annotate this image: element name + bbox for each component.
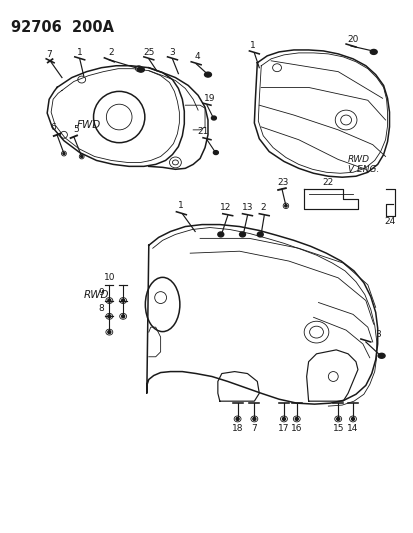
Ellipse shape	[336, 417, 339, 421]
Ellipse shape	[121, 299, 124, 302]
Ellipse shape	[294, 417, 297, 421]
Text: 18: 18	[231, 424, 243, 433]
Text: 20: 20	[347, 35, 358, 44]
Text: 5: 5	[73, 125, 78, 134]
Ellipse shape	[108, 315, 111, 318]
Text: 19: 19	[204, 94, 215, 103]
Text: 7: 7	[46, 51, 52, 59]
Text: 4: 4	[194, 52, 199, 61]
Ellipse shape	[377, 353, 384, 358]
Text: 3: 3	[169, 49, 175, 58]
Ellipse shape	[252, 417, 255, 421]
Text: 16: 16	[290, 424, 302, 433]
Text: 10: 10	[103, 273, 115, 282]
Text: RWD: RWD	[347, 155, 369, 164]
Ellipse shape	[211, 116, 216, 120]
Text: 8: 8	[98, 304, 104, 313]
Text: 25: 25	[143, 49, 154, 58]
Ellipse shape	[369, 50, 376, 54]
Text: 13: 13	[241, 203, 253, 212]
Ellipse shape	[213, 151, 218, 155]
Ellipse shape	[108, 299, 111, 302]
Text: 24: 24	[383, 217, 394, 226]
Text: 9: 9	[98, 288, 104, 297]
Text: V ENG.: V ENG.	[347, 165, 379, 174]
Text: RWD: RWD	[83, 289, 109, 300]
Text: 92706  200A: 92706 200A	[11, 20, 114, 35]
Text: 2: 2	[260, 203, 266, 212]
Ellipse shape	[282, 417, 285, 421]
Ellipse shape	[137, 67, 144, 72]
Ellipse shape	[239, 232, 245, 237]
Ellipse shape	[257, 232, 263, 237]
Text: 17: 17	[278, 424, 289, 433]
Ellipse shape	[81, 156, 83, 158]
Text: 14: 14	[347, 424, 358, 433]
Text: 1: 1	[249, 42, 255, 51]
Ellipse shape	[63, 152, 65, 155]
Text: 1: 1	[77, 49, 83, 58]
Ellipse shape	[108, 330, 111, 334]
Text: 23: 23	[277, 177, 288, 187]
Text: 2: 2	[108, 49, 114, 58]
Ellipse shape	[235, 417, 238, 421]
Text: 22: 22	[322, 177, 333, 187]
Ellipse shape	[351, 417, 354, 421]
Ellipse shape	[204, 72, 211, 77]
Text: 21: 21	[197, 127, 208, 136]
Text: 7: 7	[251, 424, 256, 433]
Text: 6: 6	[50, 123, 56, 132]
Ellipse shape	[284, 205, 287, 207]
Text: 1: 1	[177, 201, 183, 211]
Text: 15: 15	[332, 424, 343, 433]
Ellipse shape	[217, 232, 223, 237]
Text: 12: 12	[220, 203, 231, 212]
Text: FWD: FWD	[76, 120, 101, 130]
Text: 3: 3	[374, 329, 380, 338]
Ellipse shape	[121, 315, 124, 318]
